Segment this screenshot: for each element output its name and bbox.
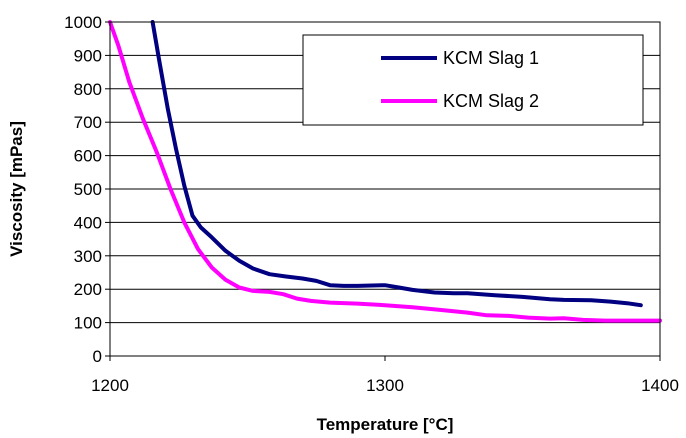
y-tick-label: 100: [74, 314, 102, 333]
y-tick-label: 900: [74, 46, 102, 65]
legend-label-kcm-slag-1: KCM Slag 1: [443, 48, 539, 68]
y-tick-label: 1000: [64, 13, 102, 32]
x-tick-label: 1200: [91, 376, 129, 395]
y-tick-label: 300: [74, 247, 102, 266]
x-tick-label: 1300: [366, 376, 404, 395]
legend-box: [302, 34, 644, 126]
legend-label-kcm-slag-2: KCM Slag 2: [443, 91, 539, 111]
x-axis-title: Temperature [°C]: [317, 415, 454, 434]
y-axis-title: Viscosity [mPas]: [7, 121, 26, 257]
series-layer: [108, 20, 662, 323]
y-tick-label: 500: [74, 180, 102, 199]
series-line-kcm-slag-1: [150, 20, 643, 308]
y-tick-label: 400: [74, 213, 102, 232]
y-tick-label: 700: [74, 113, 102, 132]
series-line-kcm-slag-2: [108, 20, 662, 323]
x-axis: 1200 1300 1400: [91, 356, 679, 395]
y-tick-label: 0: [93, 347, 102, 366]
y-tick-label: 600: [74, 147, 102, 166]
y-tick-label: 800: [74, 80, 102, 99]
legend: KCM Slag 1 KCM Slag 2: [302, 34, 644, 126]
y-tick-label: 200: [74, 280, 102, 299]
y-axis: 0 100 200 300 400 500 600 700 800 900 1000: [64, 13, 110, 366]
x-tick-label: 1400: [641, 376, 679, 395]
